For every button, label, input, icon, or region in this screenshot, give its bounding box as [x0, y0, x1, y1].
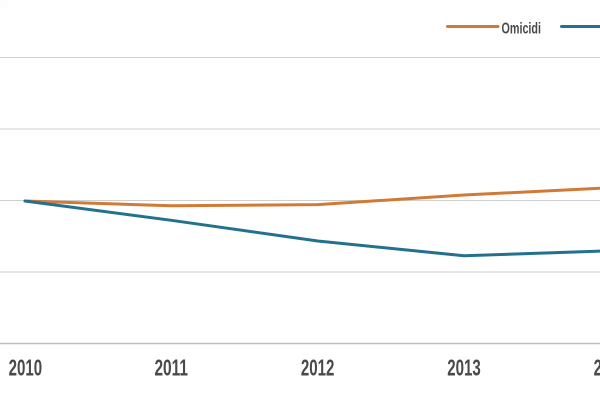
svg-text:2013: 2013 [447, 355, 481, 381]
svg-text:Omicidi: Omicidi [502, 21, 542, 38]
svg-text:2010: 2010 [9, 355, 43, 381]
svg-text:2014: 2014 [594, 355, 600, 381]
svg-text:2012: 2012 [301, 355, 335, 381]
svg-text:2011: 2011 [154, 355, 188, 381]
